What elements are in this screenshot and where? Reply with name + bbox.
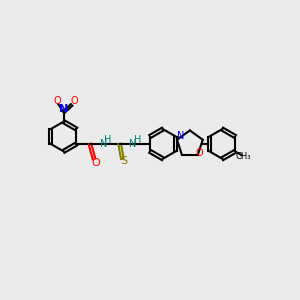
Text: N: N xyxy=(100,139,107,149)
Text: N: N xyxy=(59,104,68,115)
Text: H: H xyxy=(134,135,141,145)
Text: CH₃: CH₃ xyxy=(236,152,251,161)
Text: H: H xyxy=(104,135,111,145)
Text: O: O xyxy=(53,96,61,106)
Text: N: N xyxy=(177,131,184,141)
Text: S: S xyxy=(120,157,127,166)
Text: O: O xyxy=(70,96,78,106)
Text: N: N xyxy=(130,139,137,149)
Text: O: O xyxy=(196,148,203,158)
Text: O: O xyxy=(91,158,100,168)
